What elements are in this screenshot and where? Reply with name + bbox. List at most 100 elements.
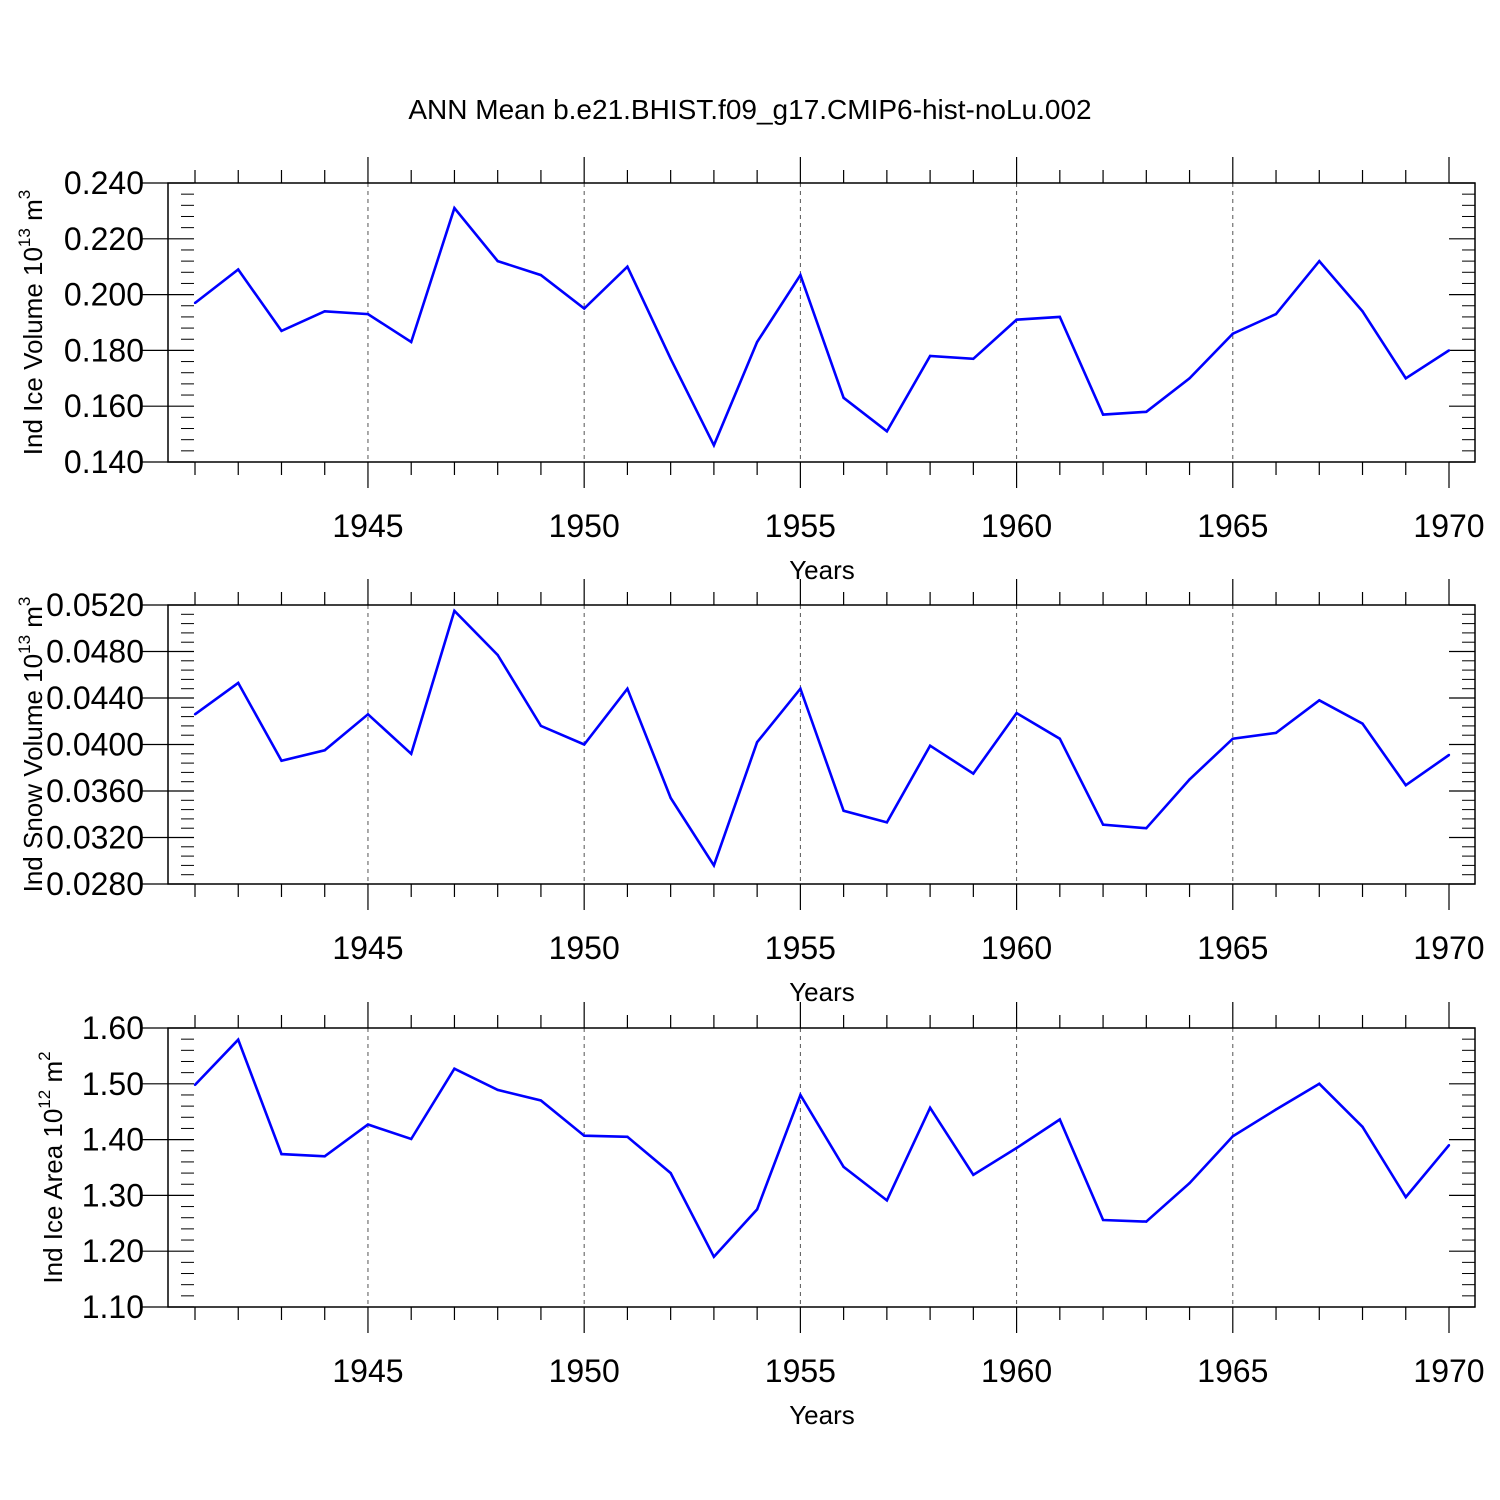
y-tick-label: 0.140	[64, 444, 144, 480]
data-point	[1188, 1181, 1191, 1185]
data-point	[1231, 332, 1234, 335]
x-tick-label: 1945	[332, 930, 403, 966]
data-point	[626, 687, 629, 690]
y-tick-label: 0.0520	[46, 587, 144, 623]
figure-title: ANN Mean b.e21.BHIST.f09_g17.CMIP6-hist-…	[408, 94, 1091, 125]
data-point	[626, 1135, 629, 1139]
x-tick-label: 1955	[765, 930, 836, 966]
data-point	[885, 430, 889, 433]
y-axis-label: Ind Snow Volume 1013 m3	[15, 597, 48, 893]
data-point	[193, 713, 197, 716]
data-point	[755, 740, 759, 744]
data-point	[1231, 1135, 1234, 1138]
data-point	[280, 759, 283, 762]
y-tick-label: 1.30	[82, 1177, 144, 1213]
y-axis-label: Ind Ice Area 1012 m2	[35, 1051, 68, 1283]
data-point	[366, 312, 370, 316]
data-point	[928, 354, 932, 358]
x-tick-label: 1965	[1197, 930, 1268, 966]
data-point	[669, 1171, 672, 1175]
y-tick-label: 0.180	[64, 332, 144, 368]
data-point	[1318, 1082, 1321, 1086]
panel-1: 0.140 0.160 0.180 0.200 0.220 0.240 1945 1950 19…	[15, 157, 1485, 585]
x-tick-label: 1960	[981, 930, 1052, 966]
panel-2: 0.0280 0.0320 0.0360 0.0400 0.0440 0.0480 0.05…	[15, 579, 1485, 1007]
data-point	[1447, 753, 1451, 757]
series-line	[194, 205, 1450, 449]
data-point	[1188, 377, 1191, 380]
data-point	[755, 1208, 759, 1211]
data-point	[1145, 410, 1148, 413]
x-tick-label: 1970	[1413, 1353, 1484, 1389]
y-tick-label: 0.0400	[46, 727, 144, 763]
data-point	[626, 265, 629, 268]
data-point	[1361, 310, 1364, 313]
data-point	[539, 273, 543, 277]
data-point	[237, 268, 240, 271]
y-axis-label: Ind Ice Volume 1013 m3	[15, 190, 48, 455]
data-point	[1318, 699, 1321, 702]
data-point	[453, 609, 456, 613]
data-point	[323, 310, 326, 313]
y-tick-label: 1.60	[82, 1010, 144, 1046]
y-tick-label: 0.0280	[46, 866, 144, 902]
data-point	[842, 396, 845, 400]
data-point	[842, 1165, 845, 1169]
x-tick-label: 1970	[1413, 930, 1484, 966]
data-point	[1274, 731, 1278, 735]
data-point	[453, 206, 456, 210]
y-tick-label: 0.0320	[46, 820, 144, 856]
data-point	[1015, 318, 1018, 321]
plot-frame	[167, 1027, 1476, 1308]
data-point	[885, 821, 889, 824]
data-point	[366, 713, 370, 716]
y-tick-label: 0.220	[64, 221, 144, 257]
data-point	[1404, 783, 1407, 787]
data-point	[323, 1155, 326, 1158]
data-point	[1145, 827, 1148, 830]
data-point	[669, 357, 672, 360]
data-point	[669, 796, 672, 800]
data-point	[1101, 823, 1105, 826]
data-point	[842, 809, 845, 812]
x-tick-label: 1970	[1413, 508, 1484, 544]
panels: 0.140 0.160 0.180 0.200 0.220 0.240 1945 1950 19…	[15, 157, 1485, 1430]
data-point	[1447, 349, 1451, 352]
data-point	[1015, 1146, 1018, 1150]
data-point	[237, 1038, 240, 1041]
data-point	[1274, 1108, 1278, 1111]
data-point	[799, 687, 802, 690]
data-point	[323, 749, 326, 752]
y-tick-label: 0.0360	[46, 773, 144, 809]
data-point	[1058, 1118, 1062, 1121]
series-line	[194, 1037, 1450, 1260]
y-tick-label: 0.160	[64, 388, 144, 424]
x-tick-label: 1960	[981, 508, 1052, 544]
y-tick-label: 0.0480	[46, 634, 144, 670]
data-point	[712, 864, 716, 867]
data-point	[410, 340, 413, 344]
x-tick-label: 1955	[765, 508, 836, 544]
y-tick-label: 1.10	[82, 1289, 144, 1325]
data-point	[237, 681, 240, 685]
data-point	[1404, 1195, 1407, 1199]
series-line	[194, 608, 1450, 869]
y-tick-label: 1.50	[82, 1066, 144, 1102]
data-point	[539, 1099, 543, 1102]
plot-frame	[167, 182, 1476, 463]
data-point	[1101, 413, 1105, 416]
data-point	[539, 724, 543, 728]
y-tick-label: 1.40	[82, 1122, 144, 1158]
data-point	[582, 743, 586, 746]
data-point	[1447, 1143, 1451, 1147]
data-point	[1058, 315, 1062, 319]
data-point	[453, 1067, 456, 1070]
data-point	[1015, 711, 1018, 715]
data-point	[193, 1083, 197, 1087]
data-point	[885, 1199, 889, 1202]
data-point	[1101, 1218, 1105, 1222]
data-point	[496, 653, 499, 657]
data-point	[972, 357, 975, 360]
data-point	[496, 259, 499, 263]
